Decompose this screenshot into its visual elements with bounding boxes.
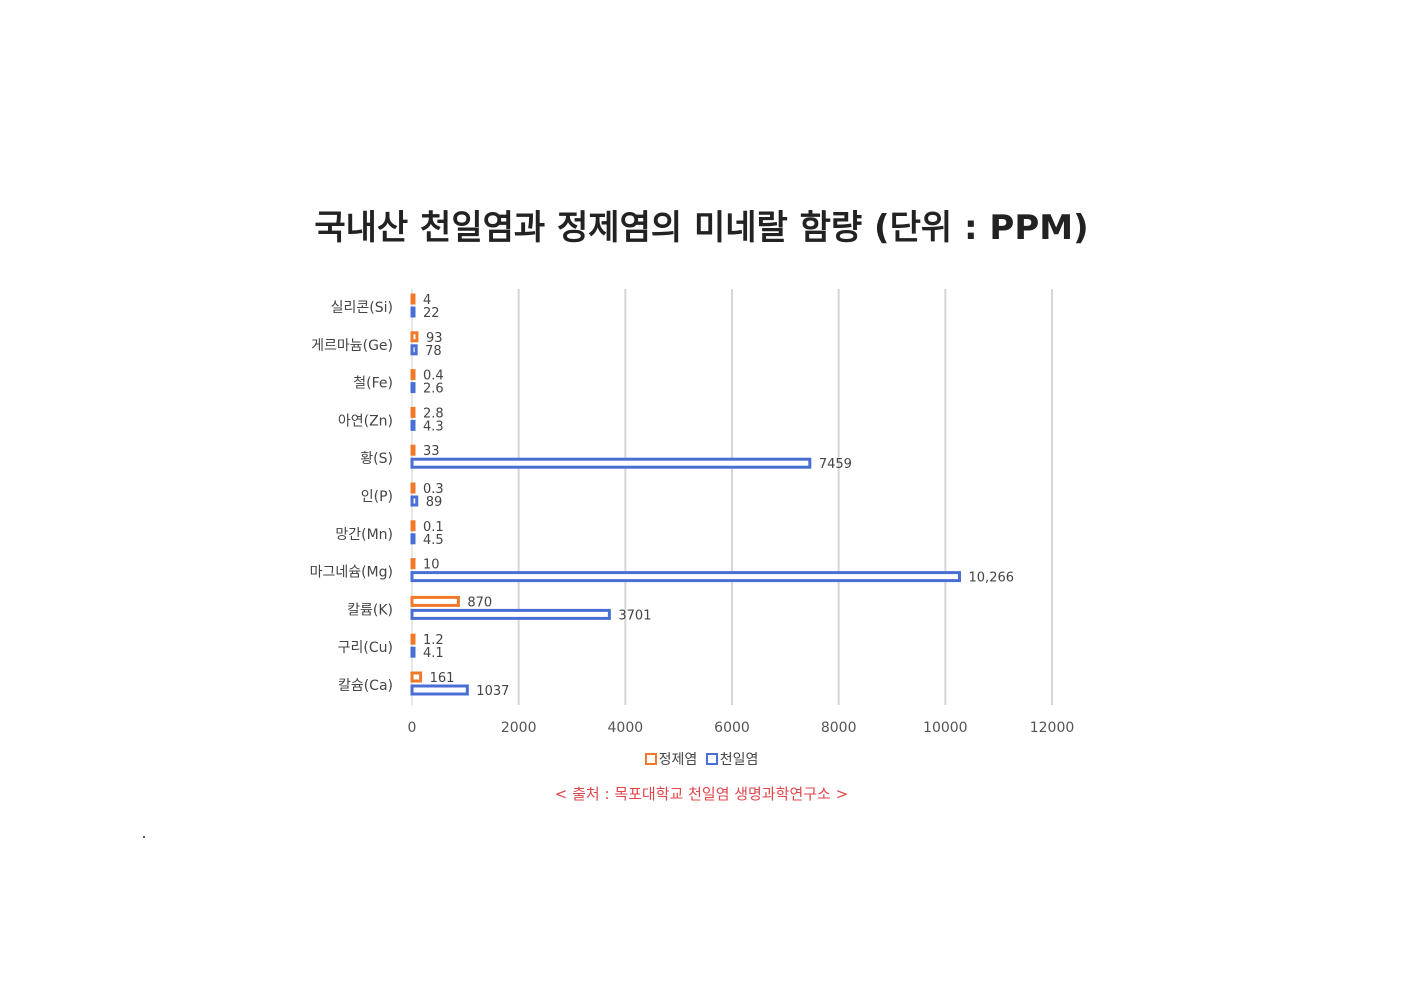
data-label: 89 [426,495,443,510]
x-tick-label: 2000 [501,720,537,736]
bar-sea-salt [410,684,469,696]
category-label: 게르마늄(Ge) [311,338,393,354]
data-label: 78 [425,344,442,359]
category-label: 구리(Cu) [338,640,393,656]
labels: 0 2000 4000 6000 8000 10000 12000 실리콘(Si) 422 게르마… [310,293,1075,736]
bar-refined [410,331,419,343]
data-label: 0.1 [423,520,444,535]
x-tick-label: 0 [408,720,417,736]
data-label: 93 [426,331,443,346]
grid-lines [411,289,1053,705]
bar-refined [410,520,416,532]
legend-label-refined: 정제염 [658,752,698,768]
stray-dot [143,836,145,838]
x-tick-label: 6000 [714,720,750,736]
legend-item-sea-salt: 천일염 [705,749,759,769]
category-label: 아연(Zn) [338,413,393,429]
category-label: 망간(Mn) [335,527,393,543]
category-label: 인(P) [361,489,393,505]
bar-refined [410,633,416,645]
bar-refined [410,482,416,494]
x-tick-label: 4000 [608,720,644,736]
category-label: 황(S) [360,451,393,467]
legend-swatch-sea-salt [705,753,718,765]
legend-item-refined: 정제염 [644,749,698,769]
data-label: 4.3 [423,419,444,434]
bar-refined [410,671,423,683]
bar-refined [410,293,416,305]
data-label: 0.4 [423,369,444,384]
bar-sea-salt [410,571,962,583]
data-label: 7459 [819,457,852,472]
category-label: 칼륨(K) [347,602,393,618]
data-label: 2.6 [423,382,444,397]
data-label: 4.5 [423,533,444,548]
data-label: 0.3 [423,482,444,497]
legend-swatch-refined [644,753,657,765]
bar-sea-salt [410,306,416,318]
bar-sea-salt [410,419,416,431]
data-label: 2.8 [423,406,444,421]
bars [410,293,962,696]
category-label: 마그네슘(Mg) [310,565,393,581]
bar-sea-salt [410,344,418,356]
bar-sea-salt [410,457,812,469]
bar-refined [410,595,460,607]
legend: 정제염 천일염 [0,749,1403,769]
data-label: 161 [430,671,455,686]
bar-sea-salt [410,608,611,620]
chart-title: 국내산 천일염과 정제염의 미네랄 함량 (단위 : PPM) [314,208,1089,248]
bar-refined [410,406,416,418]
bar-refined [410,369,416,381]
x-tick-label: 10000 [923,720,968,736]
x-tick-label: 12000 [1030,720,1075,736]
bar-refined [410,444,416,456]
source-note: < 출처 : 목포대학교 천일염 생명과학연구소 > [554,785,849,803]
bar-sea-salt [410,382,416,394]
bar-refined [410,558,416,570]
data-label: 3701 [618,608,651,623]
data-label: 4.1 [423,646,444,661]
data-label: 1037 [476,684,509,699]
data-label: 22 [423,306,440,321]
bar-sea-salt [410,646,416,658]
data-label: 33 [423,444,440,459]
category-label: 실리콘(Si) [331,300,393,316]
category-label: 칼슘(Ca) [338,678,393,694]
data-label: 1.2 [423,633,444,648]
data-label: 10 [423,558,440,573]
bar-sea-salt [410,533,416,545]
data-label: 10,266 [969,571,1015,586]
data-label: 870 [467,595,492,610]
data-label: 4 [423,293,431,308]
x-tick-label: 8000 [821,720,857,736]
category-label: 철(Fe) [353,376,393,392]
legend-label-sea-salt: 천일염 [719,752,759,768]
bar-sea-salt [410,495,419,507]
